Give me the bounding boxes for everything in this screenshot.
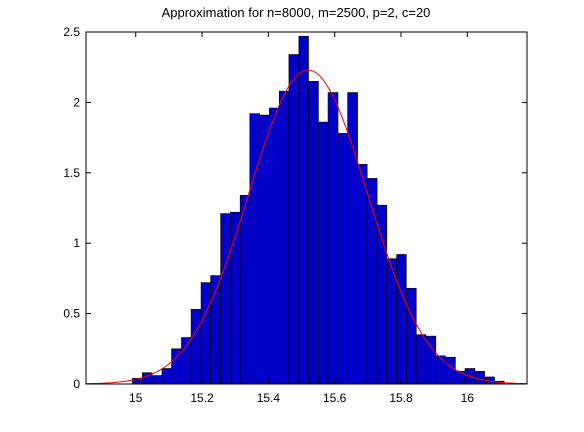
histogram-bar	[279, 90, 290, 385]
y-tick-label: 1.5	[63, 166, 80, 180]
histogram-bar	[161, 368, 172, 385]
histogram-bar	[415, 334, 427, 385]
histogram-bar	[151, 375, 163, 385]
y-tick-labels: 0 0.5 1 1.5 2 2.5	[63, 25, 80, 391]
histogram-bar	[288, 54, 300, 385]
histogram-bar	[239, 195, 251, 385]
histogram-bar	[337, 133, 348, 385]
y-tick-label: 2.5	[63, 25, 80, 39]
histogram-bar	[318, 121, 329, 385]
x-tick-labels: 15 15.2 15.4 15.6 15.8 16	[129, 391, 474, 405]
histogram-bar	[455, 371, 466, 385]
histogram-bar	[425, 335, 437, 385]
histogram-bar	[406, 287, 417, 385]
x-tick-label: 15.4	[257, 391, 281, 405]
histogram-bar	[200, 282, 211, 385]
histogram-bar	[269, 107, 280, 385]
histogram-bar	[298, 35, 309, 385]
histogram-bar	[327, 92, 339, 385]
x-tick-label: 15.6	[323, 391, 347, 405]
y-tick-label: 2	[73, 95, 80, 109]
y-tick-label: 0.5	[63, 307, 80, 321]
x-tick-label: 15.8	[389, 391, 413, 405]
y-tick-label: 1	[73, 236, 80, 250]
histogram-bar	[220, 213, 231, 385]
chart-title: Approximation for n=8000, m=2500, p=2, c…	[162, 5, 431, 20]
histogram-bars	[132, 35, 505, 385]
x-tick-label: 15.2	[190, 391, 214, 405]
histogram-bar	[357, 164, 368, 385]
histogram-bar	[249, 113, 261, 385]
axis-ticks	[86, 31, 527, 385]
axes-box	[85, 31, 528, 385]
histogram-bar	[308, 80, 319, 385]
histogram-bar	[474, 371, 485, 385]
x-tick-label: 16	[461, 391, 475, 405]
histogram-bar	[445, 356, 456, 385]
normal-fit-curve	[85, 69, 528, 385]
y-tick-label: 0	[73, 377, 80, 391]
x-tick-label: 15	[129, 391, 143, 405]
histogram-bar	[396, 254, 407, 385]
histogram-bar	[181, 337, 192, 385]
histogram-bar	[190, 309, 202, 385]
histogram-bar	[435, 355, 446, 385]
histogram-bar	[376, 204, 388, 385]
